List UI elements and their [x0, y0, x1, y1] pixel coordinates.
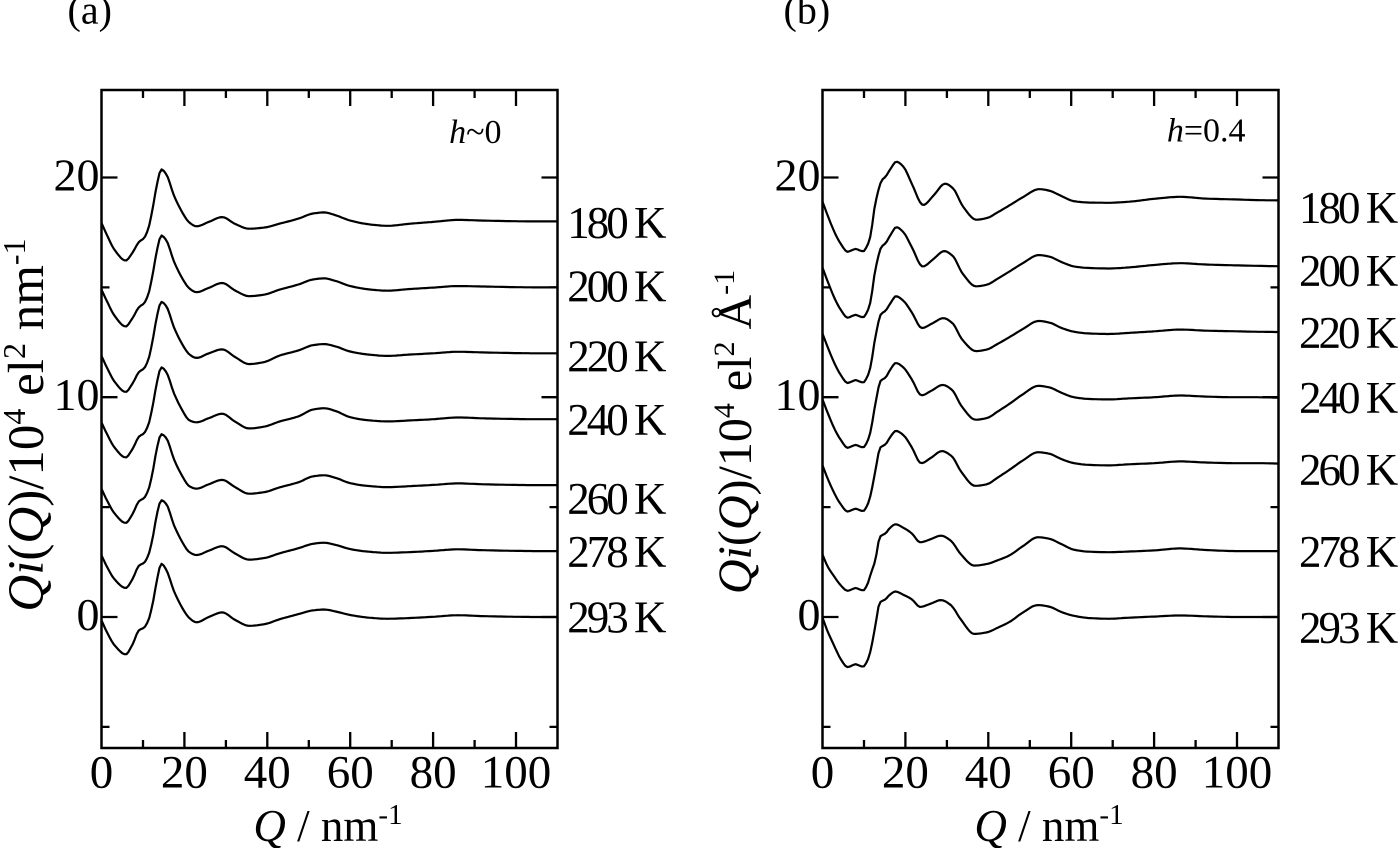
svg-text:(a): (a) — [68, 0, 112, 33]
svg-text:180 K: 180 K — [567, 198, 667, 248]
svg-text:h=0.4: h=0.4 — [1167, 113, 1246, 150]
svg-text:10: 10 — [775, 369, 821, 420]
svg-text:(b): (b) — [784, 0, 831, 33]
svg-text:60: 60 — [1048, 747, 1095, 799]
svg-text:278 K: 278 K — [1299, 527, 1399, 577]
svg-text:220 K: 220 K — [1299, 308, 1399, 358]
svg-text:240 K: 240 K — [1299, 373, 1399, 423]
svg-text:0: 0 — [798, 589, 821, 640]
svg-text:240 K: 240 K — [567, 395, 667, 445]
svg-text:293 K: 293 K — [567, 592, 667, 642]
svg-text:h~0: h~0 — [449, 114, 501, 151]
svg-text:200 K: 200 K — [1299, 246, 1399, 296]
svg-text:100: 100 — [1202, 747, 1273, 799]
svg-text:220 K: 220 K — [567, 332, 667, 382]
svg-text:Q / nm-1: Q / nm-1 — [974, 799, 1123, 848]
svg-text:293 K: 293 K — [1299, 603, 1399, 653]
svg-text:278 K: 278 K — [567, 527, 667, 577]
svg-text:0: 0 — [90, 747, 114, 799]
svg-text:40: 40 — [965, 747, 1012, 799]
svg-text:260 K: 260 K — [1299, 445, 1399, 495]
svg-text:80: 80 — [1131, 747, 1178, 799]
svg-text:0: 0 — [77, 589, 100, 640]
svg-text:20: 20 — [775, 149, 821, 200]
svg-text:Qi(Q)/104 el2 Å-1: Qi(Q)/104 el2 Å-1 — [708, 270, 762, 594]
svg-text:20: 20 — [161, 747, 208, 799]
svg-text:20: 20 — [882, 747, 929, 799]
svg-text:Qi(Q)/104 el2 nm-1: Qi(Q)/104 el2 nm-1 — [0, 238, 55, 611]
svg-text:260 K: 260 K — [567, 474, 667, 524]
svg-text:180 K: 180 K — [1299, 183, 1399, 233]
svg-text:10: 10 — [54, 369, 100, 420]
svg-text:0: 0 — [811, 747, 835, 799]
svg-text:20: 20 — [54, 149, 100, 200]
svg-text:60: 60 — [327, 747, 374, 799]
svg-text:200 K: 200 K — [567, 262, 667, 312]
svg-text:100: 100 — [481, 747, 552, 799]
svg-text:80: 80 — [410, 747, 457, 799]
svg-text:Q / nm-1: Q / nm-1 — [253, 799, 402, 848]
svg-text:40: 40 — [244, 747, 291, 799]
